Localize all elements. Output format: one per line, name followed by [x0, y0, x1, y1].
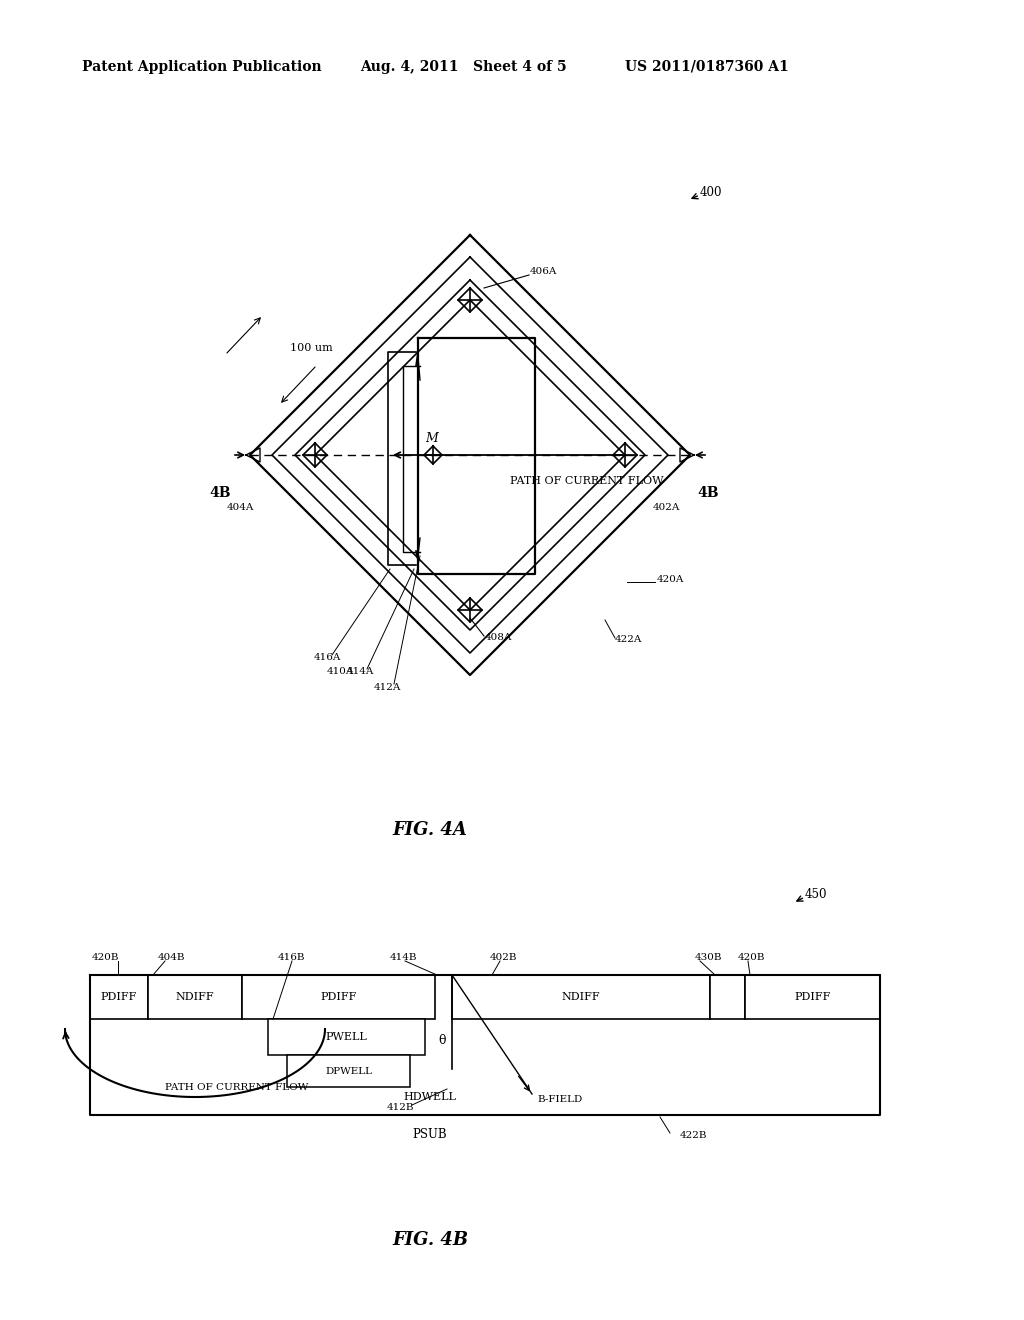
- Text: Aug. 4, 2011   Sheet 4 of 5: Aug. 4, 2011 Sheet 4 of 5: [360, 59, 566, 74]
- Text: 400: 400: [700, 186, 723, 199]
- Text: 412B: 412B: [387, 1102, 415, 1111]
- Bar: [452, 975, 710, 1019]
- Text: 402B: 402B: [490, 953, 517, 961]
- Text: 414A: 414A: [347, 668, 375, 676]
- Text: NDIFF: NDIFF: [176, 993, 214, 1002]
- Text: 450: 450: [805, 888, 827, 902]
- Bar: [242, 975, 435, 1019]
- Bar: [745, 975, 880, 1019]
- Text: US 2011/0187360 A1: US 2011/0187360 A1: [625, 59, 788, 74]
- Text: PWELL: PWELL: [326, 1032, 368, 1041]
- Text: 4B: 4B: [697, 486, 719, 500]
- Text: 412A: 412A: [374, 682, 401, 692]
- Bar: [148, 975, 242, 1019]
- Text: 402A: 402A: [653, 503, 680, 511]
- Text: 422B: 422B: [680, 1130, 708, 1139]
- Text: 404A: 404A: [227, 503, 254, 511]
- Text: 408A: 408A: [485, 634, 512, 643]
- Text: PDIFF: PDIFF: [100, 993, 137, 1002]
- Text: FIG. 4B: FIG. 4B: [392, 1232, 468, 1249]
- Text: B-FIELD: B-FIELD: [537, 1094, 583, 1104]
- Text: 430B: 430B: [695, 953, 723, 961]
- Text: NDIFF: NDIFF: [562, 993, 600, 1002]
- Text: M: M: [426, 433, 438, 446]
- Text: 422A: 422A: [615, 635, 642, 644]
- Text: PSUB: PSUB: [413, 1129, 447, 1142]
- Text: 4B: 4B: [209, 486, 230, 500]
- Text: FIG. 4A: FIG. 4A: [392, 821, 467, 840]
- Text: 404B: 404B: [158, 953, 185, 961]
- Text: 416A: 416A: [314, 652, 341, 661]
- Bar: [710, 975, 745, 1019]
- Text: 406A: 406A: [530, 268, 557, 276]
- Text: θ: θ: [438, 1035, 445, 1048]
- Text: 410A: 410A: [327, 668, 354, 676]
- Text: PDIFF: PDIFF: [795, 993, 830, 1002]
- Text: DPWELL: DPWELL: [325, 1067, 372, 1076]
- Text: PDIFF: PDIFF: [321, 993, 356, 1002]
- Text: 416B: 416B: [278, 953, 305, 961]
- Bar: [268, 1019, 425, 1055]
- Text: PATH OF CURRENT FLOW: PATH OF CURRENT FLOW: [510, 477, 664, 486]
- Text: HDWELL: HDWELL: [403, 1092, 457, 1102]
- Text: 420B: 420B: [738, 953, 766, 961]
- Text: 100 um: 100 um: [290, 343, 333, 352]
- Text: 420B: 420B: [92, 953, 120, 961]
- Text: Patent Application Publication: Patent Application Publication: [82, 59, 322, 74]
- Bar: [287, 1055, 410, 1086]
- Text: 414B: 414B: [390, 953, 418, 961]
- Text: PATH OF CURRENT FLOW: PATH OF CURRENT FLOW: [165, 1082, 308, 1092]
- Bar: [90, 975, 148, 1019]
- Text: 420A: 420A: [657, 576, 684, 585]
